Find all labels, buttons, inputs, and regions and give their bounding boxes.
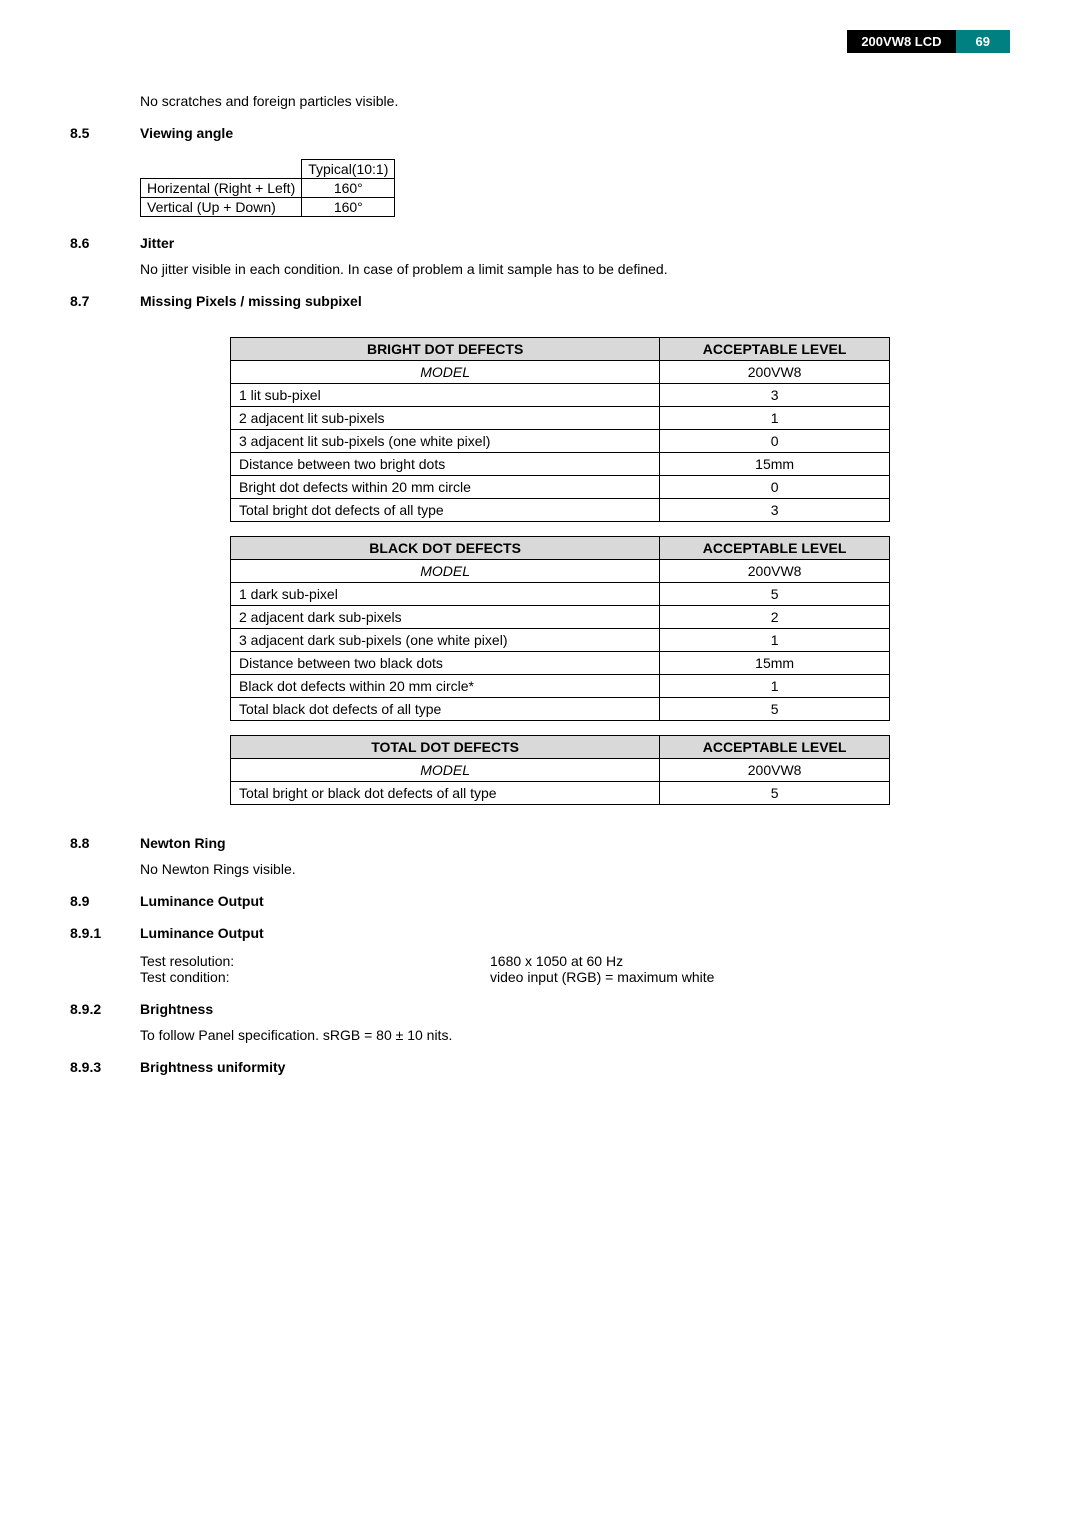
table-cell: Distance between two bright dots bbox=[231, 453, 660, 476]
table-cell: Total bright or black dot defects of all… bbox=[231, 782, 660, 805]
table-cell: 1 bbox=[660, 629, 890, 652]
section-8-9-3-header: 8.9.3 Brightness uniformity bbox=[70, 1059, 1010, 1075]
kv-key: Test resolution: bbox=[140, 953, 490, 969]
section-8-5-header: 8.5 Viewing angle bbox=[70, 125, 1010, 141]
kv-val: 1680 x 1050 at 60 Hz bbox=[490, 953, 623, 969]
sec-num: 8.9 bbox=[70, 893, 140, 909]
kv-val: video input (RGB) = maximum white bbox=[490, 969, 714, 985]
sec-title: Viewing angle bbox=[140, 125, 233, 141]
table-cell: 1 dark sub-pixel bbox=[231, 583, 660, 606]
doc-title-box: 200VW8 LCD bbox=[847, 30, 955, 53]
table-cell: 15mm bbox=[660, 453, 890, 476]
table-header: ACCEPTABLE LEVEL bbox=[660, 537, 890, 560]
total-dot-table: TOTAL DOT DEFECTS ACCEPTABLE LEVEL MODEL… bbox=[230, 735, 890, 805]
table-cell: MODEL bbox=[231, 361, 660, 384]
table-cell: 200VW8 bbox=[660, 560, 890, 583]
sec-title: Brightness bbox=[140, 1001, 213, 1017]
table-cell: 160° bbox=[302, 198, 395, 217]
sec-num: 8.6 bbox=[70, 235, 140, 251]
page-header: 200VW8 LCD 69 bbox=[70, 30, 1010, 53]
sec-num: 8.9.3 bbox=[70, 1059, 140, 1075]
table-header: Typical(10:1) bbox=[302, 160, 395, 179]
table-cell: MODEL bbox=[231, 759, 660, 782]
kv-row: Test condition: video input (RGB) = maxi… bbox=[140, 969, 1010, 985]
table-cell: Horizental (Right + Left) bbox=[141, 179, 302, 198]
section-8-6-header: 8.6 Jitter bbox=[70, 235, 1010, 251]
table-cell: Black dot defects within 20 mm circle* bbox=[231, 675, 660, 698]
sec-title: Missing Pixels / missing subpixel bbox=[140, 293, 362, 309]
section-body: No jitter visible in each condition. In … bbox=[140, 261, 1010, 277]
sec-title: Jitter bbox=[140, 235, 174, 251]
table-cell: 1 bbox=[660, 407, 890, 430]
table-cell: 15mm bbox=[660, 652, 890, 675]
table-cell: Distance between two black dots bbox=[231, 652, 660, 675]
table-header: BRIGHT DOT DEFECTS bbox=[231, 338, 660, 361]
black-dot-table: BLACK DOT DEFECTS ACCEPTABLE LEVEL MODEL… bbox=[230, 536, 890, 721]
bright-dot-table: BRIGHT DOT DEFECTS ACCEPTABLE LEVEL MODE… bbox=[230, 337, 890, 522]
sec-title: Luminance Output bbox=[140, 893, 264, 909]
table-cell: 3 bbox=[660, 384, 890, 407]
table-cell: 2 adjacent dark sub-pixels bbox=[231, 606, 660, 629]
table-header: TOTAL DOT DEFECTS bbox=[231, 736, 660, 759]
table-cell: 3 adjacent lit sub-pixels (one white pix… bbox=[231, 430, 660, 453]
section-body: No Newton Rings visible. bbox=[140, 861, 1010, 877]
table-cell: 5 bbox=[660, 782, 890, 805]
viewing-angle-table: Typical(10:1) Horizental (Right + Left) … bbox=[140, 159, 395, 217]
table-cell: 160° bbox=[302, 179, 395, 198]
sec-num: 8.8 bbox=[70, 835, 140, 851]
table-cell: Total bright dot defects of all type bbox=[231, 499, 660, 522]
sec-num: 8.5 bbox=[70, 125, 140, 141]
sec-num: 8.7 bbox=[70, 293, 140, 309]
page-number-box: 69 bbox=[956, 30, 1010, 53]
section-body: To follow Panel specification. sRGB = 80… bbox=[140, 1027, 1010, 1043]
table-cell: 2 bbox=[660, 606, 890, 629]
table-cell: 2 adjacent lit sub-pixels bbox=[231, 407, 660, 430]
table-header: ACCEPTABLE LEVEL bbox=[660, 338, 890, 361]
sec-title: Newton Ring bbox=[140, 835, 226, 851]
table-cell: 0 bbox=[660, 430, 890, 453]
table-cell: 5 bbox=[660, 698, 890, 721]
section-8-9-1-header: 8.9.1 Luminance Output bbox=[70, 925, 1010, 941]
table-cell: 3 bbox=[660, 499, 890, 522]
kv-key: Test condition: bbox=[140, 969, 490, 985]
table-cell: 200VW8 bbox=[660, 361, 890, 384]
sec-num: 8.9.1 bbox=[70, 925, 140, 941]
table-cell: MODEL bbox=[231, 560, 660, 583]
table-cell: 5 bbox=[660, 583, 890, 606]
table-cell: Total black dot defects of all type bbox=[231, 698, 660, 721]
section-8-8-header: 8.8 Newton Ring bbox=[70, 835, 1010, 851]
table-header: ACCEPTABLE LEVEL bbox=[660, 736, 890, 759]
section-8-9-header: 8.9 Luminance Output bbox=[70, 893, 1010, 909]
table-cell: Vertical (Up + Down) bbox=[141, 198, 302, 217]
sec-title: Brightness uniformity bbox=[140, 1059, 285, 1075]
empty-cell bbox=[141, 160, 302, 179]
intro-text: No scratches and foreign particles visib… bbox=[140, 93, 1010, 109]
sec-num: 8.9.2 bbox=[70, 1001, 140, 1017]
section-8-7-header: 8.7 Missing Pixels / missing subpixel bbox=[70, 293, 1010, 309]
table-header: BLACK DOT DEFECTS bbox=[231, 537, 660, 560]
sec-title: Luminance Output bbox=[140, 925, 264, 941]
table-cell: 200VW8 bbox=[660, 759, 890, 782]
table-cell: 1 lit sub-pixel bbox=[231, 384, 660, 407]
table-cell: 0 bbox=[660, 476, 890, 499]
table-cell: Bright dot defects within 20 mm circle bbox=[231, 476, 660, 499]
table-cell: 3 adjacent dark sub-pixels (one white pi… bbox=[231, 629, 660, 652]
kv-row: Test resolution: 1680 x 1050 at 60 Hz bbox=[140, 953, 1010, 969]
table-cell: 1 bbox=[660, 675, 890, 698]
section-8-9-2-header: 8.9.2 Brightness bbox=[70, 1001, 1010, 1017]
